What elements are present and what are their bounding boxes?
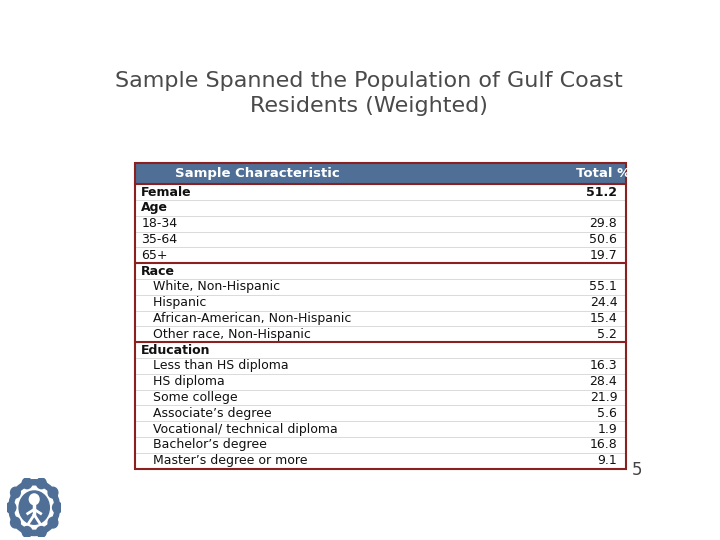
Circle shape xyxy=(6,502,16,513)
Circle shape xyxy=(37,526,46,537)
Text: 35-64: 35-64 xyxy=(141,233,177,246)
Text: 28.4: 28.4 xyxy=(590,375,617,388)
Circle shape xyxy=(48,487,58,498)
Bar xyxy=(135,163,626,184)
Text: 18-34: 18-34 xyxy=(141,217,177,230)
Text: Sample Spanned the Population of Gulf Coast
Residents (Weighted): Sample Spanned the Population of Gulf Co… xyxy=(115,71,623,116)
Text: African-American, Non-Hispanic: African-American, Non-Hispanic xyxy=(141,312,351,325)
Text: Other race, Non-Hispanic: Other race, Non-Hispanic xyxy=(141,328,311,341)
Text: 55.1: 55.1 xyxy=(590,280,617,293)
Circle shape xyxy=(30,494,39,504)
Text: Race: Race xyxy=(141,265,176,278)
Text: Associate’s degree: Associate’s degree xyxy=(141,407,272,420)
Circle shape xyxy=(14,486,53,529)
Text: Age: Age xyxy=(141,201,168,214)
Text: 24.4: 24.4 xyxy=(590,296,617,309)
Text: White, Non-Hispanic: White, Non-Hispanic xyxy=(141,280,281,293)
Text: Female: Female xyxy=(141,186,192,199)
Text: 5.6: 5.6 xyxy=(598,407,617,420)
Text: Some college: Some college xyxy=(141,391,238,404)
Text: Bachelor’s degree: Bachelor’s degree xyxy=(141,438,267,451)
Text: 19.7: 19.7 xyxy=(590,249,617,262)
Circle shape xyxy=(11,487,20,498)
Text: 15.4: 15.4 xyxy=(590,312,617,325)
Text: Vocational/ technical diploma: Vocational/ technical diploma xyxy=(141,422,338,436)
Text: 50.6: 50.6 xyxy=(590,233,617,246)
Circle shape xyxy=(9,480,60,536)
Text: 29.8: 29.8 xyxy=(590,217,617,230)
Text: Master’s degree or more: Master’s degree or more xyxy=(141,454,308,467)
Text: 16.3: 16.3 xyxy=(590,359,617,373)
Text: HS diploma: HS diploma xyxy=(141,375,225,388)
Text: 21.9: 21.9 xyxy=(590,391,617,404)
Circle shape xyxy=(11,517,20,528)
Text: 51.2: 51.2 xyxy=(586,186,617,199)
Text: 9.1: 9.1 xyxy=(598,454,617,467)
Text: 1.9: 1.9 xyxy=(598,422,617,436)
Text: 16.8: 16.8 xyxy=(590,438,617,451)
Circle shape xyxy=(53,502,62,513)
Text: 5.2: 5.2 xyxy=(598,328,617,341)
Text: Less than HS diploma: Less than HS diploma xyxy=(141,359,289,373)
Circle shape xyxy=(37,478,46,489)
Text: Education: Education xyxy=(141,343,211,356)
Text: 65+: 65+ xyxy=(141,249,168,262)
Circle shape xyxy=(48,517,58,528)
Circle shape xyxy=(19,491,49,524)
Text: 5: 5 xyxy=(632,461,642,478)
Text: Total %: Total % xyxy=(576,167,631,180)
Circle shape xyxy=(22,478,32,489)
Circle shape xyxy=(22,526,32,537)
Text: Sample Characteristic: Sample Characteristic xyxy=(175,167,340,180)
Text: Hispanic: Hispanic xyxy=(141,296,207,309)
